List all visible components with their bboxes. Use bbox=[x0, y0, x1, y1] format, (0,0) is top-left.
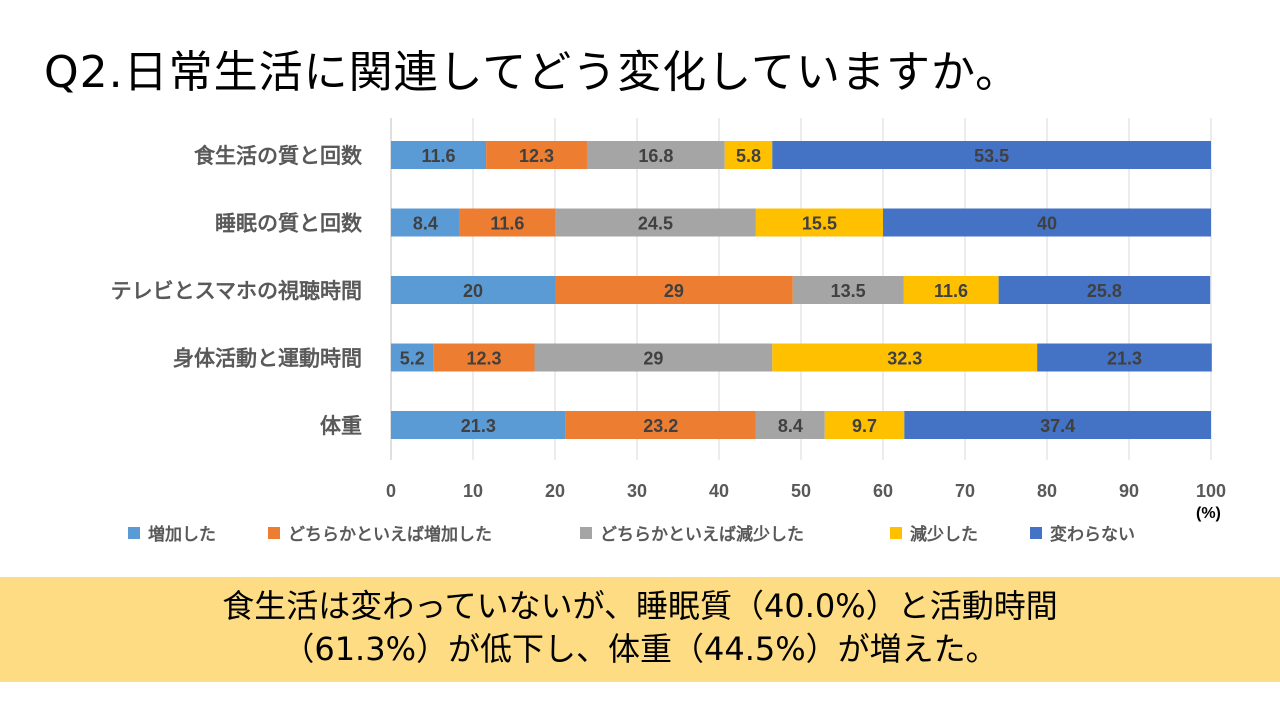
x-tick-label: 50 bbox=[791, 481, 811, 501]
summary-box: 食生活は変わっていないが、睡眠質（40.0%）と活動時間 （61.3%）が低下し… bbox=[0, 577, 1280, 682]
data-label: 11.6 bbox=[934, 281, 968, 301]
stacked-bar-chart: 11.6 12.3 16.8 5.8 53.5 8.4 11.6 24.5 15.5 40 20 29… bbox=[111, 118, 1226, 501]
x-tick-label: 70 bbox=[955, 481, 975, 501]
data-label: 40 bbox=[1037, 214, 1057, 234]
legend-item: 増加した bbox=[128, 520, 216, 545]
x-tick-label: 60 bbox=[873, 481, 893, 501]
x-tick-label: 30 bbox=[627, 481, 647, 501]
x-tick-label: 90 bbox=[1119, 481, 1139, 501]
bar-segment bbox=[555, 276, 793, 304]
bar-segment bbox=[904, 411, 1211, 439]
category-label: 身体活動と運動時間 bbox=[173, 347, 362, 371]
data-label: 13.5 bbox=[831, 281, 866, 301]
x-tick-label: 10 bbox=[463, 481, 483, 501]
bar-segment bbox=[755, 208, 883, 237]
category-label: 体重 bbox=[320, 414, 362, 438]
category-label: 食生活の質と回数 bbox=[194, 144, 363, 168]
legend-item: どちらかといえば増加した bbox=[268, 520, 492, 545]
bar-segment bbox=[433, 343, 535, 372]
legend-swatch bbox=[580, 526, 592, 539]
data-label: 21.3 bbox=[461, 416, 496, 436]
legend-swatch bbox=[128, 526, 140, 539]
data-label: 53.5 bbox=[974, 146, 1009, 166]
data-label: 9.7 bbox=[852, 416, 877, 436]
x-tick-labels: 0 10 20 30 40 50 60 70 80 90 100 bbox=[386, 481, 1226, 501]
bar-segment bbox=[824, 411, 905, 439]
legend-item: 変わらない bbox=[1030, 520, 1135, 545]
category-label: 睡眠の質と回数 bbox=[215, 212, 363, 236]
legend-label: どちらかといえば増加した bbox=[288, 525, 492, 545]
bar-segment bbox=[772, 343, 1038, 372]
data-label: 11.6 bbox=[422, 146, 456, 166]
legend-item: どちらかといえば減少した bbox=[580, 520, 804, 545]
bar-segment bbox=[1037, 343, 1212, 372]
data-label: 12.3 bbox=[467, 349, 502, 369]
page-title: Q2.日常生活に関連してどう変化していますか。 bbox=[44, 47, 1021, 98]
data-label: 15.5 bbox=[802, 214, 837, 234]
data-label: 25.8 bbox=[1087, 281, 1122, 301]
bar-segment bbox=[883, 208, 1211, 237]
legend-swatch bbox=[268, 526, 280, 539]
data-label: 5.8 bbox=[736, 146, 761, 166]
bar-segment bbox=[391, 343, 434, 372]
x-tick-label: 80 bbox=[1037, 481, 1057, 501]
legend-label: どちらかといえば減少した bbox=[600, 525, 804, 545]
bar-segments: 11.6 12.3 16.8 5.8 53.5 8.4 11.6 24.5 15.5 40 20 29… bbox=[391, 141, 1212, 439]
legend-item: 減少した bbox=[890, 520, 978, 545]
bar-segment bbox=[565, 411, 756, 439]
summary-line-2: （61.3%）が低下し、体重（44.5%）が増えた。 bbox=[282, 630, 998, 668]
unit-label: (%) bbox=[1196, 505, 1221, 522]
legend-label: 変わらない bbox=[1050, 525, 1135, 545]
category-label: テレビとスマホの視聴時間 bbox=[111, 279, 362, 303]
x-tick-label: 100 bbox=[1196, 481, 1226, 501]
bar-segment bbox=[998, 276, 1211, 304]
data-label: 24.5 bbox=[638, 214, 673, 234]
x-tick-label: 0 bbox=[386, 481, 396, 501]
x-tick-label: 20 bbox=[545, 481, 565, 501]
bar-segment bbox=[903, 276, 999, 304]
bar-segment bbox=[391, 141, 487, 169]
data-label: 29 bbox=[643, 349, 663, 369]
data-label: 8.4 bbox=[413, 214, 438, 234]
data-label: 11.6 bbox=[490, 214, 524, 234]
bar-segment bbox=[486, 141, 587, 169]
data-label: 29 bbox=[664, 281, 684, 301]
bar-segment bbox=[555, 208, 756, 237]
data-label: 20 bbox=[463, 281, 483, 301]
bar-segment bbox=[755, 411, 825, 439]
bar-segment bbox=[724, 141, 773, 169]
bar-segment bbox=[586, 141, 725, 169]
bar-segment bbox=[792, 276, 904, 304]
bar-segment bbox=[534, 343, 773, 372]
data-label: 12.3 bbox=[519, 146, 554, 166]
bar-segment bbox=[391, 411, 566, 439]
legend-label: 増加した bbox=[148, 525, 216, 545]
legend-swatch bbox=[890, 526, 902, 539]
bar-segment bbox=[391, 276, 555, 304]
bar-segment bbox=[391, 208, 460, 237]
legend-label: 減少した bbox=[910, 525, 978, 545]
data-label: 16.8 bbox=[638, 146, 673, 166]
data-label: 37.4 bbox=[1040, 416, 1075, 436]
data-label: 32.3 bbox=[887, 349, 922, 369]
data-label: 5.2 bbox=[400, 349, 425, 369]
data-label: 8.4 bbox=[778, 416, 803, 436]
data-label: 23.2 bbox=[643, 416, 678, 436]
summary-line-1: 食生活は変わっていないが、睡眠質（40.0%）と活動時間 bbox=[222, 587, 1058, 625]
bar-segment bbox=[459, 208, 555, 237]
legend-swatch bbox=[1030, 526, 1042, 539]
bar-segment bbox=[772, 141, 1211, 169]
data-label: 21.3 bbox=[1107, 349, 1142, 369]
x-tick-label: 40 bbox=[709, 481, 729, 501]
